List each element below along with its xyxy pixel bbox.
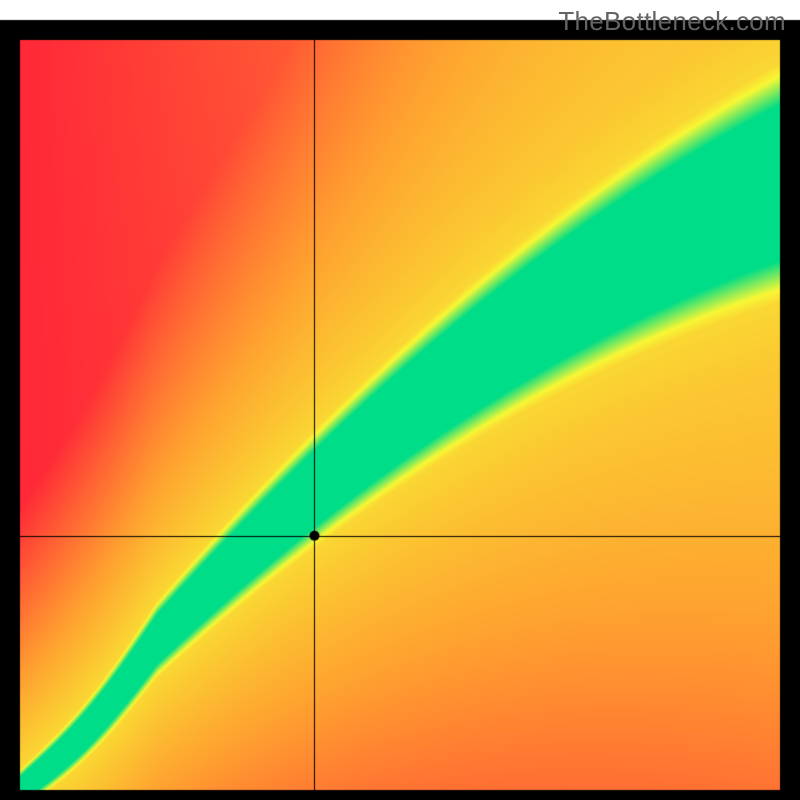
watermark-text: TheBottleneck.com (558, 6, 786, 37)
heatmap-canvas (0, 0, 800, 800)
bottleneck-heatmap: TheBottleneck.com (0, 0, 800, 800)
